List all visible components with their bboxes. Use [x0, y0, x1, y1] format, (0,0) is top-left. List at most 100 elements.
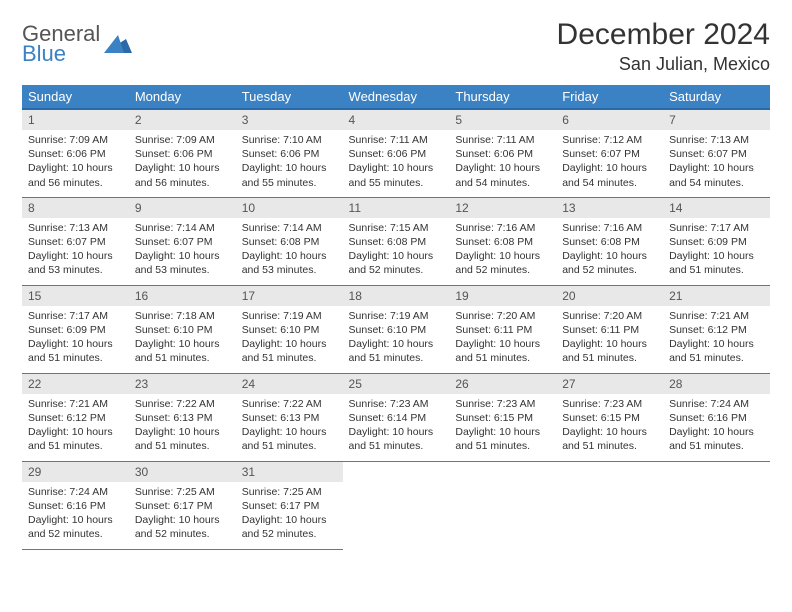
sunrise-text: Sunrise: 7:20 AM [455, 309, 550, 323]
day-body: Sunrise: 7:11 AMSunset: 6:06 PMDaylight:… [449, 130, 556, 196]
day-number: 13 [556, 198, 663, 218]
day-number: 7 [663, 110, 770, 130]
sunrise-text: Sunrise: 7:09 AM [28, 133, 123, 147]
daylight-text: Daylight: 10 hours and 52 minutes. [349, 249, 444, 277]
sunrise-text: Sunrise: 7:15 AM [349, 221, 444, 235]
day-number: 26 [449, 374, 556, 394]
daylight-text: Daylight: 10 hours and 52 minutes. [562, 249, 657, 277]
day-body: Sunrise: 7:21 AMSunset: 6:12 PMDaylight:… [22, 394, 129, 460]
sunrise-text: Sunrise: 7:22 AM [242, 397, 337, 411]
daylight-text: Daylight: 10 hours and 51 minutes. [28, 425, 123, 453]
day-body: Sunrise: 7:15 AMSunset: 6:08 PMDaylight:… [343, 218, 450, 284]
day-number: 15 [22, 286, 129, 306]
day-number: 27 [556, 374, 663, 394]
daylight-text: Daylight: 10 hours and 52 minutes. [455, 249, 550, 277]
sunset-text: Sunset: 6:06 PM [135, 147, 230, 161]
sunset-text: Sunset: 6:09 PM [28, 323, 123, 337]
calendar-body: 1Sunrise: 7:09 AMSunset: 6:06 PMDaylight… [22, 109, 770, 549]
daylight-text: Daylight: 10 hours and 51 minutes. [135, 425, 230, 453]
sunrise-text: Sunrise: 7:13 AM [28, 221, 123, 235]
sunrise-text: Sunrise: 7:21 AM [669, 309, 764, 323]
calendar-cell: 11Sunrise: 7:15 AMSunset: 6:08 PMDayligh… [343, 197, 450, 285]
calendar-cell: 1Sunrise: 7:09 AMSunset: 6:06 PMDaylight… [22, 109, 129, 197]
calendar-cell: 3Sunrise: 7:10 AMSunset: 6:06 PMDaylight… [236, 109, 343, 197]
calendar-cell: 28Sunrise: 7:24 AMSunset: 6:16 PMDayligh… [663, 373, 770, 461]
day-body: Sunrise: 7:25 AMSunset: 6:17 PMDaylight:… [129, 482, 236, 548]
calendar-cell [449, 461, 556, 549]
sunrise-text: Sunrise: 7:17 AM [28, 309, 123, 323]
day-body: Sunrise: 7:23 AMSunset: 6:15 PMDaylight:… [556, 394, 663, 460]
logo-mark-icon [104, 35, 132, 53]
sunset-text: Sunset: 6:14 PM [349, 411, 444, 425]
calendar-cell: 19Sunrise: 7:20 AMSunset: 6:11 PMDayligh… [449, 285, 556, 373]
day-number: 4 [343, 110, 450, 130]
calendar-cell [663, 461, 770, 549]
calendar-cell: 15Sunrise: 7:17 AMSunset: 6:09 PMDayligh… [22, 285, 129, 373]
logo-text-block: General Blue [22, 24, 100, 64]
daylight-text: Daylight: 10 hours and 55 minutes. [349, 161, 444, 189]
calendar-head: Sunday Monday Tuesday Wednesday Thursday… [22, 85, 770, 109]
day-number: 2 [129, 110, 236, 130]
day-body: Sunrise: 7:21 AMSunset: 6:12 PMDaylight:… [663, 306, 770, 372]
calendar-cell: 16Sunrise: 7:18 AMSunset: 6:10 PMDayligh… [129, 285, 236, 373]
calendar-cell: 22Sunrise: 7:21 AMSunset: 6:12 PMDayligh… [22, 373, 129, 461]
day-number: 14 [663, 198, 770, 218]
calendar-table: Sunday Monday Tuesday Wednesday Thursday… [22, 85, 770, 550]
calendar-cell: 21Sunrise: 7:21 AMSunset: 6:12 PMDayligh… [663, 285, 770, 373]
sunrise-text: Sunrise: 7:23 AM [455, 397, 550, 411]
day-number: 17 [236, 286, 343, 306]
sunset-text: Sunset: 6:13 PM [135, 411, 230, 425]
day-body: Sunrise: 7:10 AMSunset: 6:06 PMDaylight:… [236, 130, 343, 196]
day-body: Sunrise: 7:25 AMSunset: 6:17 PMDaylight:… [236, 482, 343, 548]
day-body: Sunrise: 7:12 AMSunset: 6:07 PMDaylight:… [556, 130, 663, 196]
calendar-cell: 29Sunrise: 7:24 AMSunset: 6:16 PMDayligh… [22, 461, 129, 549]
sunset-text: Sunset: 6:06 PM [28, 147, 123, 161]
day-body: Sunrise: 7:19 AMSunset: 6:10 PMDaylight:… [236, 306, 343, 372]
calendar-cell: 10Sunrise: 7:14 AMSunset: 6:08 PMDayligh… [236, 197, 343, 285]
daylight-text: Daylight: 10 hours and 51 minutes. [669, 249, 764, 277]
daylight-text: Daylight: 10 hours and 54 minutes. [669, 161, 764, 189]
daylight-text: Daylight: 10 hours and 53 minutes. [135, 249, 230, 277]
day-number: 25 [343, 374, 450, 394]
day-number: 6 [556, 110, 663, 130]
header: General Blue December 2024 San Julian, M… [22, 18, 770, 75]
calendar-row: 29Sunrise: 7:24 AMSunset: 6:16 PMDayligh… [22, 461, 770, 549]
daylight-text: Daylight: 10 hours and 51 minutes. [455, 337, 550, 365]
daylight-text: Daylight: 10 hours and 51 minutes. [669, 425, 764, 453]
daylight-text: Daylight: 10 hours and 54 minutes. [562, 161, 657, 189]
daylight-text: Daylight: 10 hours and 51 minutes. [562, 425, 657, 453]
day-body: Sunrise: 7:20 AMSunset: 6:11 PMDaylight:… [449, 306, 556, 372]
weekday-header: Sunday [22, 85, 129, 109]
sunset-text: Sunset: 6:16 PM [669, 411, 764, 425]
sunset-text: Sunset: 6:06 PM [455, 147, 550, 161]
day-body: Sunrise: 7:14 AMSunset: 6:07 PMDaylight:… [129, 218, 236, 284]
day-body: Sunrise: 7:23 AMSunset: 6:15 PMDaylight:… [449, 394, 556, 460]
daylight-text: Daylight: 10 hours and 51 minutes. [669, 337, 764, 365]
calendar-cell: 25 Sunrise: 7:23 AMSunset: 6:14 PMDayligh… [343, 373, 450, 461]
sunrise-text: Sunrise: 7:12 AM [562, 133, 657, 147]
calendar-cell: 20Sunrise: 7:20 AMSunset: 6:11 PMDayligh… [556, 285, 663, 373]
sunrise-text: Sunrise: 7:21 AM [28, 397, 123, 411]
calendar-cell: 17Sunrise: 7:19 AMSunset: 6:10 PMDayligh… [236, 285, 343, 373]
day-number: 23 [129, 374, 236, 394]
calendar-cell: 9Sunrise: 7:14 AMSunset: 6:07 PMDaylight… [129, 197, 236, 285]
sunrise-text: Sunrise: 7:16 AM [455, 221, 550, 235]
sunset-text: Sunset: 6:06 PM [349, 147, 444, 161]
sunrise-text: Sunrise: 7:14 AM [242, 221, 337, 235]
calendar-cell: 6Sunrise: 7:12 AMSunset: 6:07 PMDaylight… [556, 109, 663, 197]
sunrise-text: Sunrise: 7:14 AM [135, 221, 230, 235]
day-body: Sunrise: 7:22 AMSunset: 6:13 PMDaylight:… [236, 394, 343, 460]
day-body: Sunrise: 7:09 AMSunset: 6:06 PMDaylight:… [129, 130, 236, 196]
sunrise-text: Sunrise: 7:13 AM [669, 133, 764, 147]
calendar-cell: 2Sunrise: 7:09 AMSunset: 6:06 PMDaylight… [129, 109, 236, 197]
title-block: December 2024 San Julian, Mexico [557, 18, 770, 75]
sunset-text: Sunset: 6:10 PM [349, 323, 444, 337]
sunset-text: Sunset: 6:07 PM [135, 235, 230, 249]
day-body: Sunrise: 7:20 AMSunset: 6:11 PMDaylight:… [556, 306, 663, 372]
sunrise-text: Sunrise: 7:23 AM [349, 397, 444, 411]
calendar-cell [556, 461, 663, 549]
sunset-text: Sunset: 6:11 PM [562, 323, 657, 337]
day-number: 8 [22, 198, 129, 218]
daylight-text: Daylight: 10 hours and 51 minutes. [349, 425, 444, 453]
daylight-text: Daylight: 10 hours and 51 minutes. [349, 337, 444, 365]
